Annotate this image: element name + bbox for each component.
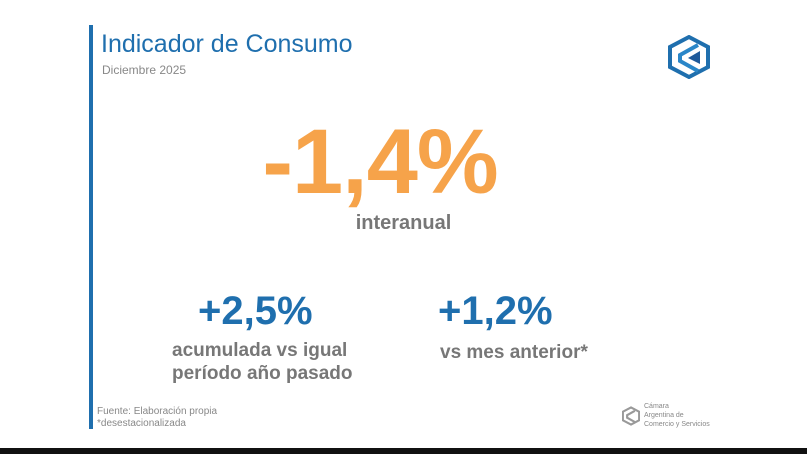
footer-notes: Fuente: Elaboración propia *desestacional… (97, 406, 217, 430)
cac-small-logo-icon (622, 405, 640, 426)
kpi-monthly-value: +1,2% (438, 289, 553, 333)
org-name: Cámara (644, 403, 669, 410)
source-text: Fuente: Elaboración propia (97, 406, 218, 417)
kpi-monthly-label: vs mes anterior* (440, 342, 588, 363)
main-value: -1,4% (262, 111, 498, 213)
note-text: *desestacionalizada (97, 418, 186, 429)
page-subtitle: Diciembre 2025 (102, 63, 187, 77)
kpi-label-line: período año pasado (172, 363, 353, 384)
kpi-accumulated-label: acumulada vs igual período año pasado (172, 339, 353, 385)
cac-logo-icon (668, 35, 710, 79)
page-title: Indicador de Consumo (101, 30, 353, 58)
bottom-border (0, 448, 807, 454)
kpi-accumulated-value: +2,5% (198, 289, 313, 333)
kpi-label-line: acumulada vs igual (172, 340, 348, 361)
accent-bar (89, 25, 93, 429)
org-name: Argentina de (644, 412, 684, 419)
org-name: Comercio y Servicios (644, 421, 710, 428)
org-logo: Cámara Argentina de Comercio y Servicios (622, 402, 710, 429)
main-label: interanual (355, 212, 452, 234)
